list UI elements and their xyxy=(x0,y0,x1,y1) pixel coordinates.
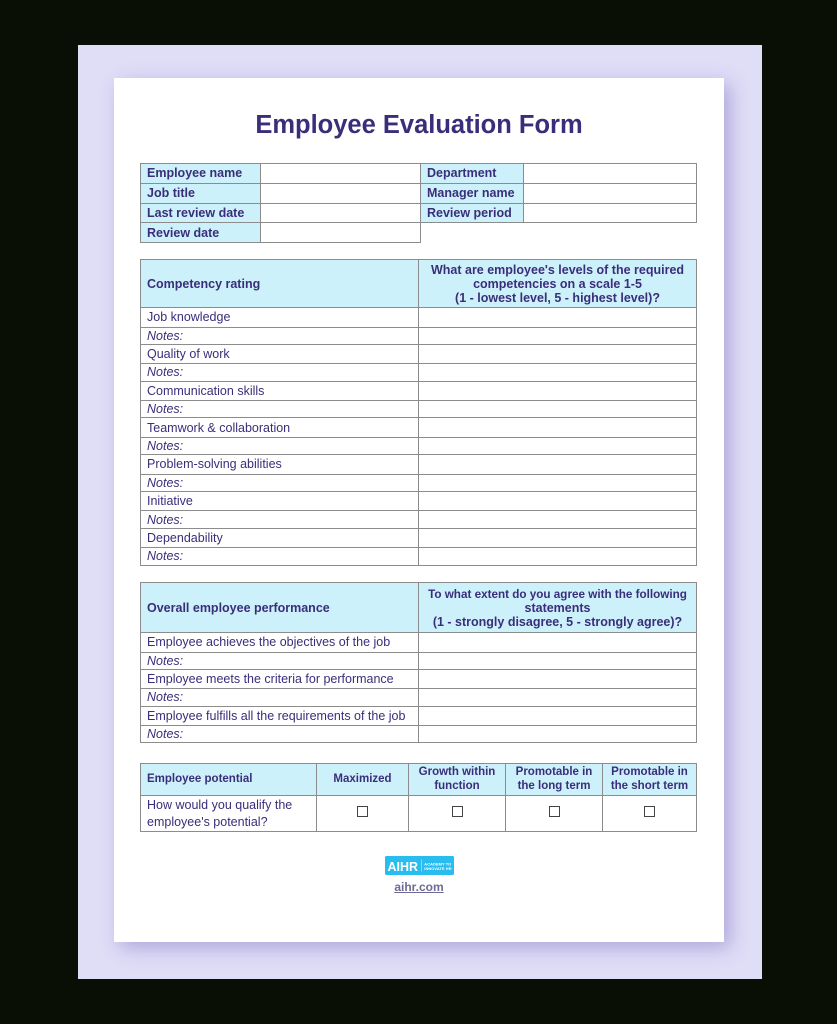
svg-text:AIHR: AIHR xyxy=(388,860,419,874)
svg-text:INNOVATE HR: INNOVATE HR xyxy=(424,866,451,871)
